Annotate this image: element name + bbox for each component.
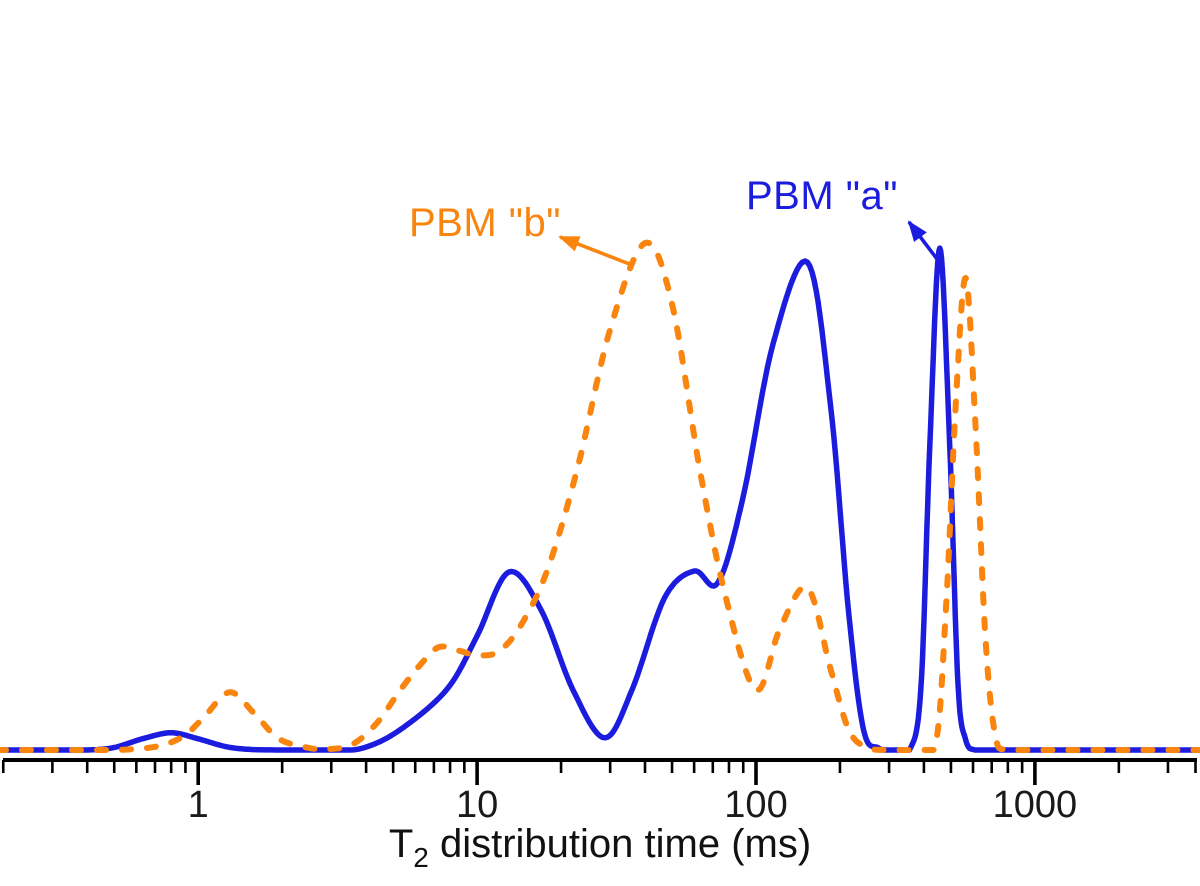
pbm-a-curve <box>0 245 1200 753</box>
x-axis-title: T2 distribution time (ms) <box>0 822 1200 874</box>
curves-group <box>0 239 1200 753</box>
x-axis-tick-label: 1000 <box>993 784 1078 826</box>
pbm-a-arrow <box>907 220 939 261</box>
pbm-b-arrow <box>558 235 633 267</box>
pbm-a-label: PBM "a" <box>746 174 898 218</box>
x-axis: 1 10 100 1000 <box>1 758 1197 826</box>
x-axis-tick-label: 10 <box>456 784 498 826</box>
annotation-arrows <box>558 220 939 267</box>
x-axis-title-subscript: 2 <box>413 842 429 873</box>
x-axis-tick-label: 100 <box>724 784 787 826</box>
x-axis-title-suffix: distribution time (ms) <box>428 822 812 866</box>
x-axis-tick-label: 1 <box>188 784 209 826</box>
pbm-b-curve <box>0 239 1200 753</box>
x-axis-title-prefix: T <box>388 822 414 866</box>
pbm-b-label: PBM "b" <box>409 201 561 245</box>
